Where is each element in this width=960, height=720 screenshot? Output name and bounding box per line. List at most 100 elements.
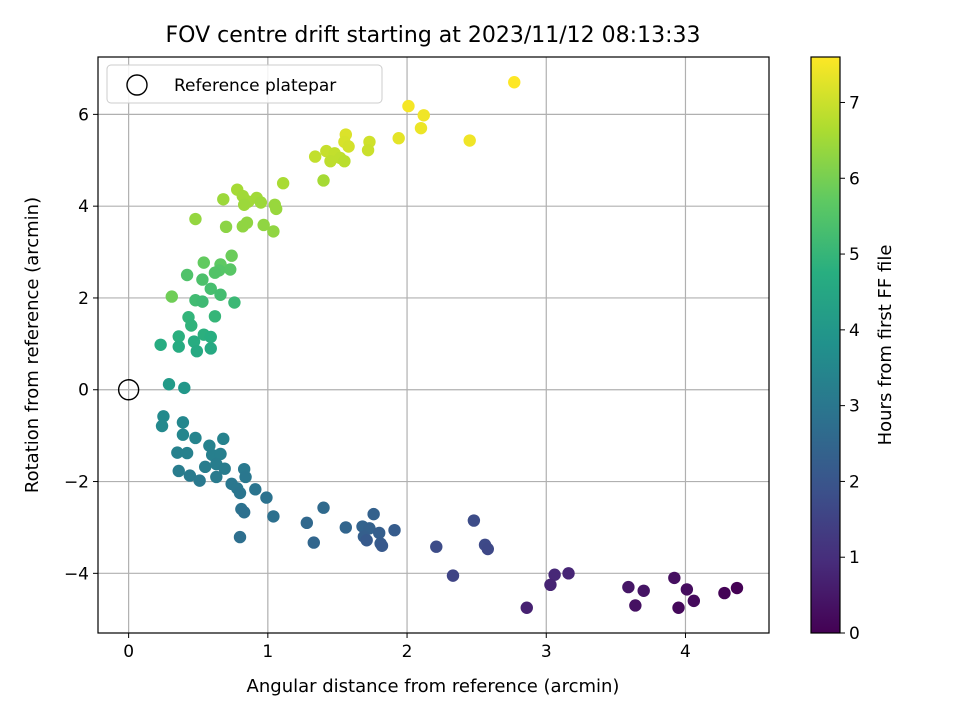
legend-box xyxy=(106,64,383,104)
data-point xyxy=(508,76,521,89)
data-point xyxy=(629,599,642,612)
data-point xyxy=(197,256,211,269)
data-point xyxy=(208,310,222,323)
data-point xyxy=(172,340,185,353)
data-point xyxy=(257,218,270,232)
data-point xyxy=(233,486,247,500)
colorbar-tick-label: 3 xyxy=(849,397,860,417)
data-point xyxy=(172,464,185,478)
colorbar-tick-label: 1 xyxy=(849,548,860,568)
data-point xyxy=(214,447,227,461)
data-point xyxy=(622,580,635,594)
data-point xyxy=(307,536,320,549)
x-tick-label: 4 xyxy=(680,642,691,662)
x-axis-label: Angular distance from reference (arcmin) xyxy=(247,676,620,697)
data-point xyxy=(171,446,184,459)
data-point xyxy=(204,342,217,355)
data-point xyxy=(165,290,178,303)
data-point xyxy=(233,530,247,544)
colorbar-tick-label: 7 xyxy=(849,93,860,113)
data-point xyxy=(672,601,685,614)
data-point xyxy=(176,428,190,441)
data-point xyxy=(276,177,290,190)
data-point xyxy=(204,282,217,295)
data-point xyxy=(417,109,430,122)
data-point xyxy=(217,432,230,446)
colorbar-tick-label: 5 xyxy=(849,245,860,265)
data-point xyxy=(162,378,176,391)
data-point xyxy=(562,567,575,580)
legend: Reference platepar xyxy=(106,64,383,104)
data-point xyxy=(189,431,202,445)
data-point xyxy=(237,506,251,519)
data-point xyxy=(414,121,428,135)
data-point xyxy=(373,526,386,540)
data-point xyxy=(544,578,557,592)
colorbar-ticks: 0 1 2 3 4 5 6 7 xyxy=(840,93,860,644)
data-point xyxy=(189,212,202,226)
data-point xyxy=(361,143,375,157)
colorbar-tick-label: 2 xyxy=(849,472,860,492)
axes: 0 1 2 3 4 −4 −2 0 2 4 6 xyxy=(64,105,691,662)
y-tick-label: 4 xyxy=(78,197,89,217)
data-point xyxy=(228,296,241,309)
data-point xyxy=(172,330,185,343)
data-point xyxy=(180,446,194,460)
data-point xyxy=(185,319,198,332)
y-tick-label: −2 xyxy=(64,473,89,493)
data-point xyxy=(375,539,389,552)
data-point xyxy=(548,568,561,581)
colorbar: 0 1 2 3 4 5 6 7 Hours from first FF file xyxy=(810,56,896,644)
data-point xyxy=(154,338,167,351)
chart-title: FOV centre drift starting at 2023/11/12 … xyxy=(166,23,701,48)
data-point xyxy=(254,196,268,209)
data-point xyxy=(196,273,209,286)
data-point xyxy=(481,542,494,556)
data-point xyxy=(463,134,476,147)
data-point xyxy=(637,584,650,597)
reference-marker xyxy=(117,379,140,401)
data-point xyxy=(187,335,201,348)
data-point xyxy=(198,460,212,474)
data-point xyxy=(338,154,351,168)
data-point xyxy=(680,583,694,596)
data-point xyxy=(730,581,744,595)
data-point xyxy=(214,288,227,301)
data-point xyxy=(157,410,170,423)
data-point xyxy=(367,507,380,521)
data-point xyxy=(687,594,701,608)
legend-reference-marker xyxy=(126,74,148,96)
y-tick-label: 6 xyxy=(78,105,89,125)
y-tick-label: −4 xyxy=(64,564,89,584)
data-point xyxy=(204,330,217,344)
data-point xyxy=(269,202,283,216)
data-point xyxy=(402,99,415,113)
data-point xyxy=(324,154,337,168)
colorbar-label: Hours from first FF file xyxy=(875,245,896,446)
data-point xyxy=(520,601,533,614)
grid-lines xyxy=(98,57,769,633)
data-point xyxy=(317,174,330,187)
data-point xyxy=(178,381,191,395)
data-point xyxy=(267,225,280,238)
data-point xyxy=(308,150,322,163)
data-point xyxy=(190,344,204,358)
colorbar-gradient xyxy=(810,56,841,634)
legend-label: Reference platepar xyxy=(174,76,336,96)
data-point xyxy=(224,263,237,276)
data-point xyxy=(176,416,190,429)
data-point xyxy=(193,474,206,487)
colorbar-tick-label: 6 xyxy=(849,169,860,189)
plot-frame xyxy=(97,56,770,634)
data-point xyxy=(317,501,330,514)
x-tick-label: 3 xyxy=(541,642,552,662)
data-point xyxy=(446,569,460,582)
data-point xyxy=(300,516,314,530)
data-point xyxy=(208,266,222,279)
data-point xyxy=(183,469,197,482)
data-point xyxy=(217,193,230,206)
data-point xyxy=(388,523,401,537)
data-point xyxy=(218,462,231,475)
data-point xyxy=(360,534,373,547)
